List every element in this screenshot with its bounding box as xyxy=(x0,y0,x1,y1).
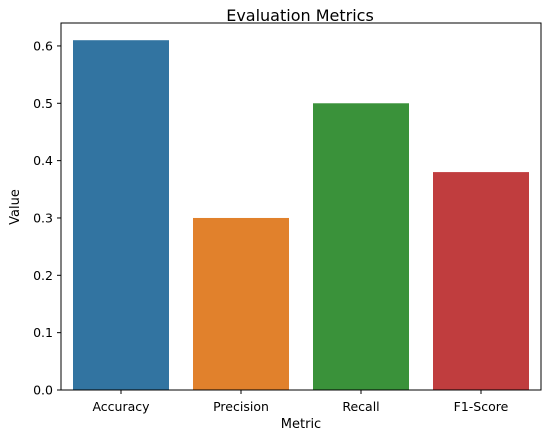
y-tick-label: 0.6 xyxy=(33,38,53,53)
x-axis-title: Metric xyxy=(281,417,321,432)
bar-accuracy xyxy=(73,40,169,390)
bars-group xyxy=(73,40,529,390)
y-tick-label: 0.3 xyxy=(33,210,53,225)
y-tick-label: 0.1 xyxy=(33,325,53,340)
x-tick-label: Recall xyxy=(342,399,379,414)
bar-recall xyxy=(313,103,409,390)
x-tick-label: Precision xyxy=(213,399,269,414)
chart-title: Evaluation Metrics xyxy=(226,6,374,25)
x-axis-ticks: Accuracy Precision Recall F1-Score xyxy=(92,390,509,414)
bar-f1-score xyxy=(433,172,529,390)
x-tick-label: F1-Score xyxy=(454,399,509,414)
y-tick-label: 0.4 xyxy=(33,153,53,168)
bar-precision xyxy=(193,217,289,390)
y-axis-title: Value xyxy=(8,189,23,225)
y-tick-label: 0.2 xyxy=(33,268,53,283)
x-tick-label: Accuracy xyxy=(92,399,150,414)
plot-frame xyxy=(60,22,542,391)
y-axis-ticks: 0.0 0.1 0.2 0.3 0.4 0.5 0.6 xyxy=(33,38,61,398)
y-tick-label: 0.0 xyxy=(33,383,53,398)
y-tick-label: 0.5 xyxy=(33,96,53,111)
